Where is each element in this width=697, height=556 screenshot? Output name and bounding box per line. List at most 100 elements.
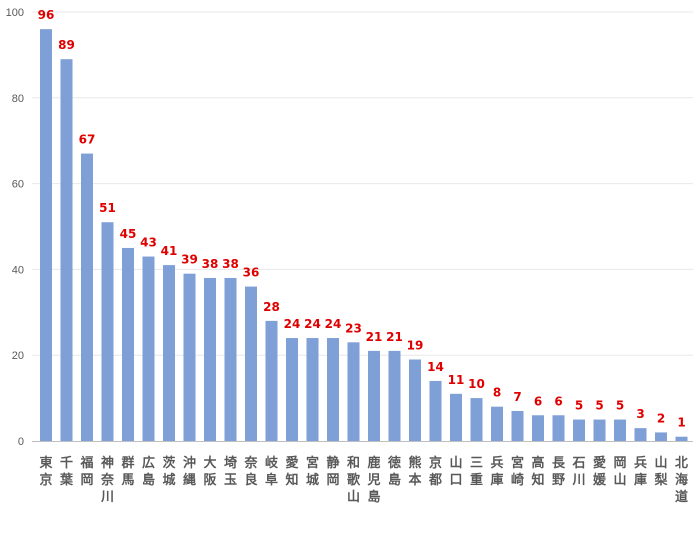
bar [306, 338, 319, 441]
category-label: 石川 [571, 456, 585, 488]
data-label: 38 [202, 257, 219, 271]
category-label: 山口 [449, 455, 462, 488]
y-tick-label: 80 [12, 93, 24, 105]
bar [142, 256, 155, 441]
category-label: 鹿児島 [366, 455, 380, 505]
category-label: 三重 [470, 456, 483, 488]
bar [532, 415, 544, 441]
category-label: 神奈川 [100, 455, 115, 505]
bar [573, 419, 585, 441]
data-label: 39 [181, 253, 198, 267]
data-label: 24 [284, 317, 301, 331]
data-label: 23 [345, 321, 362, 335]
category-label: 京都 [428, 455, 442, 488]
data-label: 2 [657, 411, 665, 425]
category-label: 愛媛 [592, 455, 607, 488]
bar [470, 398, 483, 441]
bar [204, 277, 216, 441]
bar [388, 350, 401, 441]
category-label: 茨城 [162, 455, 176, 488]
category-label: 兵庫 [490, 455, 503, 488]
category-label: 沖縄 [183, 455, 196, 488]
data-label: 1 [677, 416, 685, 430]
data-label: 36 [243, 266, 260, 280]
category-label: 愛知 [285, 455, 298, 488]
bar [614, 419, 626, 441]
data-label: 24 [304, 317, 321, 331]
category-label: 高知 [531, 455, 544, 488]
bar [60, 59, 73, 441]
bar [183, 273, 196, 441]
bar [655, 432, 667, 441]
bar [265, 320, 278, 441]
category-label: 福岡 [79, 455, 93, 488]
y-tick-label: 60 [12, 179, 24, 191]
data-label: 43 [140, 236, 157, 250]
data-label: 7 [513, 390, 521, 404]
category-label: 兵庫 [634, 455, 647, 488]
data-label: 21 [386, 330, 403, 344]
data-label: 10 [468, 377, 485, 391]
data-label: 11 [448, 373, 465, 387]
category-label: 千葉 [59, 455, 74, 488]
category-label: 静岡 [326, 455, 339, 488]
data-label: 19 [407, 338, 424, 352]
data-label: 5 [575, 399, 583, 413]
category-label: 宮崎 [511, 455, 524, 488]
category-label: 岡山 [613, 456, 626, 488]
data-label: 96 [38, 8, 55, 22]
bar [347, 342, 360, 441]
bars [40, 29, 688, 441]
data-label: 38 [222, 257, 239, 271]
category-label: 埼玉 [224, 455, 237, 488]
category-label: 長野 [552, 456, 566, 488]
bar [286, 338, 298, 441]
bar [675, 436, 688, 441]
data-label: 5 [616, 399, 624, 413]
bar [491, 406, 503, 441]
y-tick-label: 40 [12, 264, 24, 276]
category-label: 東京 [39, 455, 52, 488]
bar [81, 153, 93, 441]
category-label: 北海道 [675, 456, 688, 505]
data-label: 24 [325, 317, 342, 331]
bar [450, 393, 462, 441]
bar [122, 247, 134, 441]
category-label: 群馬 [121, 455, 134, 488]
bar [101, 222, 114, 441]
data-label: 28 [263, 300, 280, 314]
category-label: 奈良 [243, 455, 258, 488]
bar [634, 428, 647, 441]
bar [552, 415, 565, 441]
bar [368, 350, 380, 441]
data-label: 51 [99, 201, 116, 215]
bar [409, 359, 421, 441]
grid-lines [32, 11, 693, 356]
y-tick-label: 20 [12, 350, 24, 362]
y-axis-tick-labels: 0 20 40 60 80 100 [6, 7, 24, 448]
data-label: 3 [636, 407, 644, 421]
data-label: 67 [79, 133, 96, 147]
data-label: 6 [534, 394, 542, 408]
category-label: 和歌山 [347, 455, 361, 505]
bar [224, 277, 237, 441]
category-label: 大阪 [203, 455, 217, 488]
bar [429, 380, 442, 441]
x-axis-category-labels: 東京千葉福岡神奈川群馬広島茨城沖縄大阪埼玉奈良岐阜愛知宮城静岡和歌山鹿児島徳島熊… [39, 455, 688, 505]
data-label: 5 [595, 399, 603, 413]
data-label: 8 [493, 386, 501, 400]
category-label: 熊本 [408, 455, 421, 488]
category-label: 宮城 [306, 455, 319, 488]
bar [40, 29, 52, 441]
y-tick-label: 100 [6, 7, 24, 19]
category-label: 徳島 [387, 455, 401, 488]
y-tick-label: 0 [18, 436, 24, 448]
data-label: 45 [120, 227, 137, 241]
bar [245, 286, 257, 441]
category-label: 山梨 [653, 455, 668, 488]
bar [593, 419, 606, 441]
data-label: 41 [161, 244, 178, 258]
category-label: 広島 [142, 455, 155, 488]
category-label: 岐阜 [265, 455, 279, 488]
